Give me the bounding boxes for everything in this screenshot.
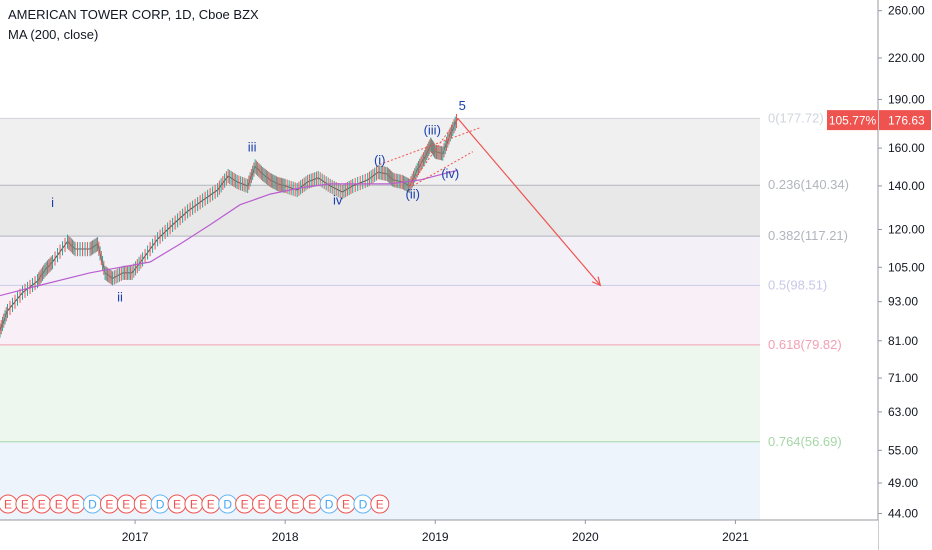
percent-change-label: 105.77% <box>829 114 877 128</box>
price-tick-label: 55.00 <box>888 443 918 457</box>
wave-label: iii <box>248 140 257 155</box>
event-marker[interactable] <box>370 494 390 514</box>
price-tick-label: 49.00 <box>888 476 918 490</box>
price-axis-background <box>878 0 932 550</box>
event-marker-label: D <box>359 498 368 512</box>
event-marker-label: E <box>55 498 63 512</box>
wave-label: (iv) <box>441 166 459 181</box>
price-tick-label: 71.00 <box>888 371 918 385</box>
event-marker-label: E <box>274 498 282 512</box>
time-axis-background <box>0 520 878 550</box>
fib-level-label: 0.5(98.51) <box>768 277 827 292</box>
event-marker-label: D <box>156 498 165 512</box>
price-tick-label: 44.00 <box>888 506 918 520</box>
price-tick-label: 160.00 <box>888 141 925 155</box>
price-tick-label: 105.00 <box>888 260 925 274</box>
indicator-legend: MA (200, close) <box>8 27 99 42</box>
event-marker-label: E <box>342 498 350 512</box>
price-series <box>0 113 602 338</box>
event-marker-label: E <box>105 498 113 512</box>
event-marker-label: E <box>190 498 198 512</box>
wave-label: i <box>51 195 54 210</box>
fib-level-label: 0(177.72) <box>768 110 824 125</box>
event-marker-label: E <box>376 498 384 512</box>
event-marker-label: E <box>122 498 130 512</box>
price-tick-label: 220.00 <box>888 51 925 65</box>
ma-200-line <box>0 169 458 297</box>
event-marker-label: E <box>207 498 215 512</box>
price-tick-label: 140.00 <box>888 179 925 193</box>
event-marker-label: E <box>139 498 147 512</box>
event-marker-label: E <box>241 498 249 512</box>
fib-level-label: 0.764(56.69) <box>768 434 842 449</box>
event-marker-label: E <box>38 498 46 512</box>
event-marker-label: E <box>308 498 316 512</box>
fib-band <box>0 185 760 237</box>
price-tick-label: 63.00 <box>888 405 918 419</box>
fib-band <box>0 236 760 286</box>
wave-label: ii <box>117 290 123 305</box>
event-marker-label: E <box>257 498 265 512</box>
percent-change-badge <box>827 110 878 131</box>
event-marker-label: D <box>223 498 232 512</box>
price-tick-label: 190.00 <box>888 92 925 106</box>
channel-line-upper <box>409 118 459 187</box>
event-marker-label: D <box>88 498 97 512</box>
projection-arrowhead <box>591 276 602 287</box>
fibonacci-retracement[interactable]: 0(177.72) 0.236(140.34) 0.382(117.21) 0.5(9… <box>0 110 849 520</box>
time-tick-label: 2020 <box>572 530 599 544</box>
fib-band <box>0 285 760 345</box>
wave-label: 5 <box>459 98 466 113</box>
time-tick-label: 2021 <box>722 530 749 544</box>
price-tick-label: 260.00 <box>888 4 925 18</box>
fib-level-label: 0.618(79.82) <box>768 337 842 352</box>
fib-level-label: 0.236(140.34) <box>768 177 849 192</box>
fib-level-label: 0.382(117.21) <box>768 228 848 243</box>
last-price-label: 176.63 <box>888 114 925 128</box>
event-marker-label: E <box>173 498 181 512</box>
price-tick-label: 81.00 <box>888 334 918 348</box>
projection-arrow[interactable] <box>457 117 601 286</box>
time-tick-label: 2019 <box>422 530 449 544</box>
last-price-badge <box>879 110 931 131</box>
wave-label: iv <box>333 193 343 208</box>
event-marker-label: E <box>21 498 29 512</box>
wave-label: (ii) <box>406 186 420 201</box>
chart-title: AMERICAN TOWER CORP, 1D, Cboe BZX <box>8 7 259 22</box>
time-tick-label: 2018 <box>272 530 299 544</box>
channel-line-middle <box>379 127 481 165</box>
channel-line-lower <box>412 151 474 187</box>
wave-label: (iii) <box>424 122 441 137</box>
price-tick-label: 93.00 <box>888 295 918 309</box>
wave-label: (i) <box>374 152 386 167</box>
event-marker-label: E <box>291 498 299 512</box>
price-tick-label: 120.00 <box>888 223 925 237</box>
event-marker-label: E <box>4 498 12 512</box>
event-marker-label: D <box>325 498 334 512</box>
time-tick-label: 2017 <box>122 530 149 544</box>
event-marker-label: E <box>72 498 80 512</box>
fib-band <box>0 344 760 442</box>
